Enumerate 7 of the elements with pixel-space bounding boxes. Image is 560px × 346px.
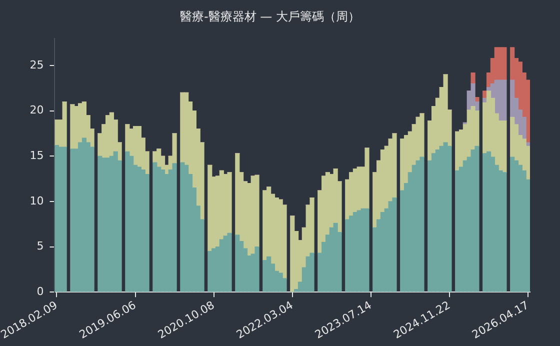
y-tick-label: 25 [30, 58, 44, 72]
y-tick-label: 20 [30, 104, 44, 117]
y-tick-label: 10 [30, 194, 44, 208]
y-tick-label: 5 [36, 240, 44, 253]
y-tick-label: 0 [36, 284, 44, 298]
chart-title: 醫療-醫療器材 — 大戶籌碼（周） [180, 9, 360, 24]
y-tick-label: 15 [30, 149, 44, 162]
